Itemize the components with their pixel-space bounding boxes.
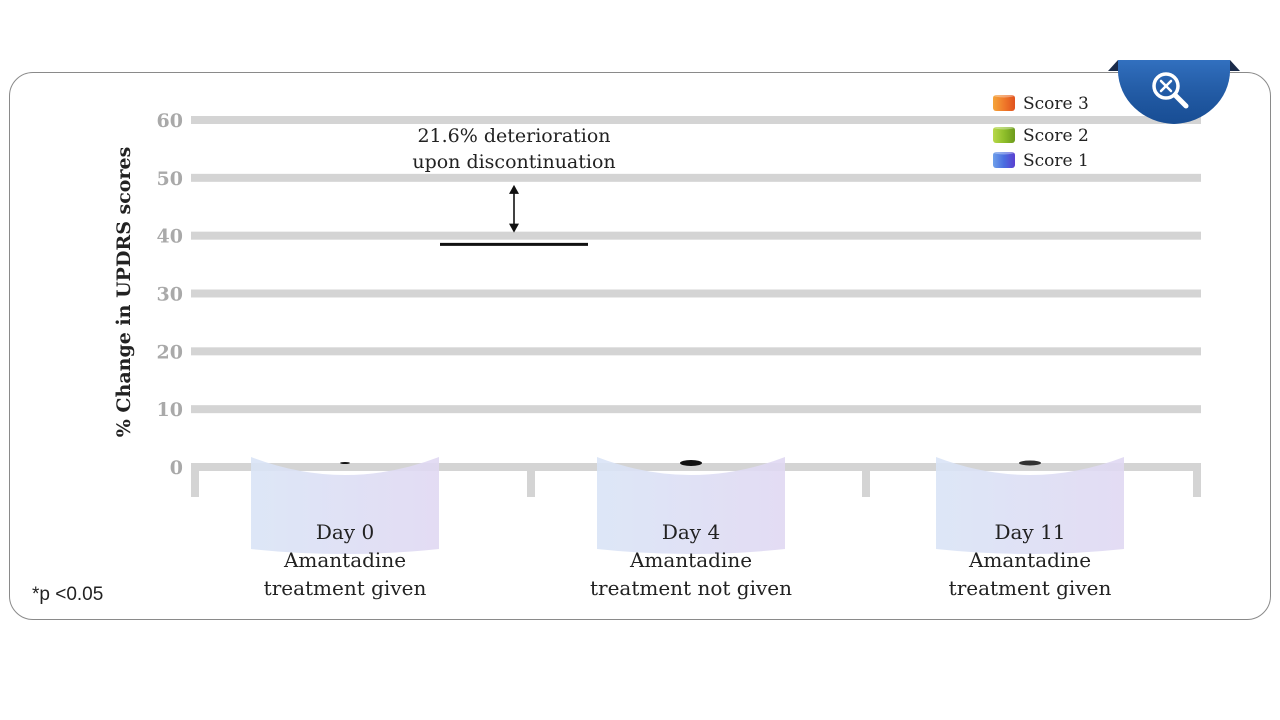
annotation: 21.6% deterioration upon discontinuation [412, 125, 616, 246]
legend-swatch [993, 127, 1015, 143]
gridline [191, 116, 1201, 124]
annotation-text: 21.6% deterioration [417, 125, 610, 147]
y-tick-label: 60 [157, 110, 183, 132]
bars [251, 457, 1124, 554]
x-category-label: treatment not given [590, 576, 792, 600]
y-tick-label: 30 [157, 284, 183, 306]
y-tick-label: 0 [170, 457, 183, 479]
y-tick-label: 40 [157, 226, 183, 248]
legend-swatch-top [993, 149, 1015, 155]
x-category-label: Day 0 [316, 520, 374, 544]
gridline [191, 289, 1201, 298]
gridline [191, 231, 1201, 240]
gridlines [191, 116, 1201, 414]
category-cylinder [597, 457, 785, 554]
x-category-label: Day 11 [994, 520, 1065, 544]
x-tick-mark [862, 467, 870, 497]
y-tick-label: 50 [157, 168, 183, 190]
x-axis-baseline [191, 463, 1201, 497]
annotation-text: upon discontinuation [412, 151, 615, 173]
arrow-head-down [509, 223, 519, 233]
legend-label: Score 1 [1023, 151, 1089, 171]
legend-swatch [993, 152, 1015, 168]
category-cylinder [251, 457, 439, 554]
y-tick-label: 10 [157, 399, 183, 421]
gridline [191, 347, 1201, 356]
legend: Score 3 Score 2 Score 1 [993, 92, 1089, 171]
gridline [191, 173, 1201, 182]
x-category-label: Amantadine [968, 548, 1091, 572]
bar-top-0 [340, 462, 350, 464]
legend-label: Score 2 [1023, 126, 1089, 146]
x-tick-mark [527, 467, 535, 497]
gridline [191, 405, 1201, 414]
legend-label: Score 3 [1023, 94, 1089, 114]
footnote: *p <0.05 [32, 584, 104, 605]
zoom-button[interactable] [1108, 56, 1240, 128]
x-tick-mark [191, 467, 199, 497]
category-cylinder [936, 457, 1124, 554]
x-category-label: Day 4 [662, 520, 720, 544]
x-category-label: treatment given [264, 576, 427, 600]
zoom-search-icon [1152, 72, 1189, 109]
bar-top-1 [680, 460, 702, 466]
x-category-label: treatment given [949, 576, 1112, 600]
y-axis-label: % Change in UPDRS scores [113, 147, 135, 438]
arrow-head-up [509, 184, 519, 194]
x-tick-mark [1193, 467, 1201, 497]
bar-top-2 [1019, 460, 1041, 466]
y-axis-ticks: 60 50 40 30 20 10 0 [157, 110, 183, 479]
x-category-label: Amantadine [283, 548, 406, 572]
legend-swatch [993, 95, 1015, 111]
y-tick-label: 20 [157, 341, 183, 363]
x-category-label: Amantadine [629, 548, 752, 572]
legend-swatch-top [993, 124, 1015, 130]
baseline-bar [191, 463, 1201, 471]
legend-swatch-top [993, 92, 1015, 98]
x-axis-labels: Day 0 Amantadine treatment given Day 4 Amant… [264, 520, 1112, 600]
